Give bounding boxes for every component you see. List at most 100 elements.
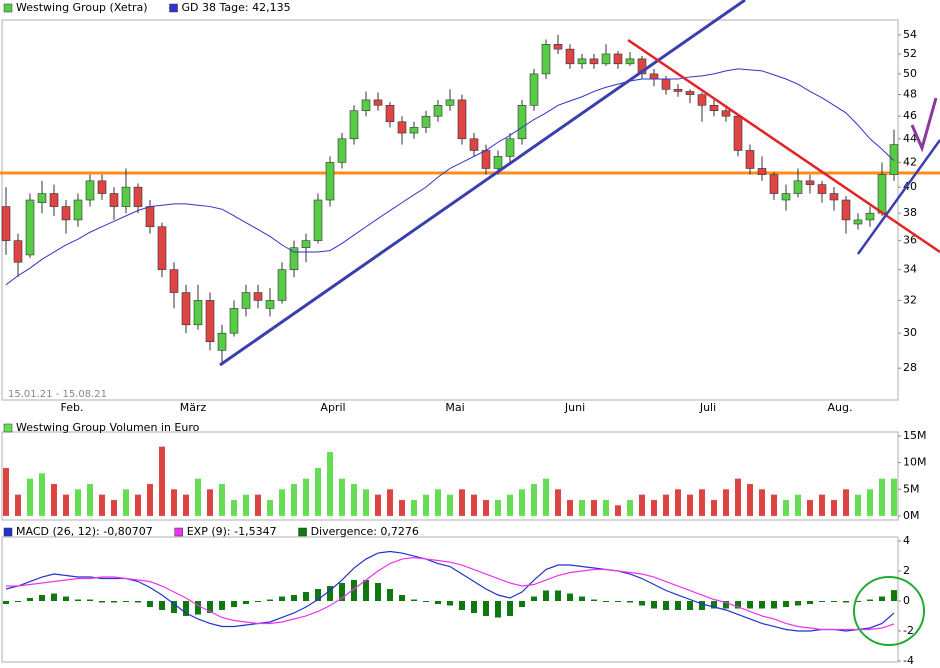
candle-body bbox=[13, 240, 23, 263]
candle-body bbox=[553, 44, 563, 50]
divergence-bar bbox=[639, 600, 645, 606]
candle-body bbox=[97, 180, 107, 194]
volume-bar bbox=[615, 505, 621, 516]
legend-label: Divergence: 0,7276 bbox=[311, 525, 419, 538]
volume-bar bbox=[735, 478, 741, 516]
volume-bar bbox=[639, 494, 645, 516]
candle-body bbox=[769, 174, 779, 194]
candle-body bbox=[313, 199, 323, 241]
candle-body bbox=[637, 58, 647, 75]
volume-bar bbox=[495, 499, 501, 516]
volume-bar bbox=[891, 478, 897, 516]
candle-body bbox=[577, 58, 587, 65]
y-tick-label: 52 bbox=[903, 47, 917, 60]
trend-line bbox=[856, 139, 940, 255]
divergence-bar bbox=[27, 598, 33, 601]
candle-body bbox=[625, 58, 635, 65]
indicator-line bbox=[5, 550, 895, 632]
candle-body bbox=[757, 168, 767, 175]
divergence-bar bbox=[867, 599, 873, 601]
volume-bar bbox=[159, 446, 165, 516]
divergence-bar bbox=[507, 600, 513, 616]
divergence-bar bbox=[699, 600, 705, 610]
divergence-bar bbox=[651, 600, 657, 609]
candle-body bbox=[481, 150, 491, 169]
divergence-bar bbox=[315, 589, 321, 601]
trend-line bbox=[627, 38, 940, 254]
divergence-bar bbox=[759, 600, 765, 609]
volume-bar bbox=[411, 499, 417, 516]
y-tick-label: 46 bbox=[903, 109, 917, 122]
divergence-bar bbox=[111, 600, 117, 603]
candle-body bbox=[817, 184, 827, 194]
volume-bar bbox=[135, 494, 141, 516]
divergence-bar bbox=[531, 596, 537, 601]
candle-body bbox=[229, 308, 239, 334]
divergence-bar bbox=[579, 596, 585, 601]
divergence-bar bbox=[771, 600, 777, 609]
volume-bar bbox=[51, 483, 57, 516]
y-tick-label: 54 bbox=[903, 28, 917, 41]
y-tick-label: 40 bbox=[903, 180, 917, 193]
divergence-bar bbox=[123, 600, 129, 602]
candle-body bbox=[37, 193, 47, 203]
candle-body bbox=[661, 78, 671, 90]
x-tick-label: Aug. bbox=[828, 401, 853, 414]
candle-body bbox=[265, 300, 275, 309]
x-tick-label: April bbox=[320, 401, 345, 414]
candle-body bbox=[373, 99, 383, 106]
divergence-bar bbox=[543, 590, 549, 601]
volume-bar bbox=[471, 494, 477, 516]
legend-swatch bbox=[3, 527, 13, 537]
volume-bar bbox=[447, 494, 453, 516]
candle-body bbox=[433, 104, 443, 117]
volume-bar bbox=[363, 489, 369, 516]
candle-body bbox=[73, 199, 83, 221]
volume-bar bbox=[531, 483, 537, 516]
divergence-bar bbox=[879, 596, 885, 601]
divergence-bar bbox=[555, 590, 561, 601]
x-tick-label: Mai bbox=[445, 401, 464, 414]
volume-bar bbox=[291, 483, 297, 516]
volume-bar bbox=[147, 483, 153, 516]
candle-body bbox=[685, 91, 695, 95]
candle-body bbox=[121, 186, 131, 207]
candle-body bbox=[589, 58, 599, 65]
volume-bar bbox=[723, 489, 729, 516]
divergence-bar bbox=[519, 600, 525, 607]
y-tick-label: 30 bbox=[903, 326, 917, 339]
volume-bar bbox=[111, 499, 117, 516]
indicator-line bbox=[6, 556, 895, 631]
date-range: 15.01.21 - 15.08.21 bbox=[8, 389, 107, 400]
volume-bar bbox=[843, 489, 849, 516]
divergence-bar bbox=[855, 600, 861, 602]
volume-panel bbox=[1, 431, 899, 521]
divergence-bar bbox=[459, 600, 465, 610]
legend-label: Westwing Group Volumen in Euro bbox=[16, 421, 200, 434]
volume-bar bbox=[675, 489, 681, 516]
x-tick-label: Feb. bbox=[61, 401, 84, 414]
volume-bar bbox=[807, 499, 813, 516]
annotations bbox=[219, 0, 940, 646]
volume-bar bbox=[219, 483, 225, 516]
candle-body bbox=[397, 121, 407, 134]
volume-bar bbox=[651, 499, 657, 516]
y-tick-label: 2 bbox=[903, 564, 910, 577]
candle-body bbox=[445, 99, 455, 106]
legend-swatch bbox=[174, 527, 183, 537]
volume-bar bbox=[3, 467, 9, 516]
volume-bar bbox=[879, 478, 885, 516]
divergence-bar bbox=[735, 600, 741, 609]
volume-bar bbox=[399, 499, 405, 516]
candle-body bbox=[469, 138, 479, 151]
candle-body bbox=[865, 212, 875, 221]
divergence-bar bbox=[351, 580, 357, 601]
candle-body bbox=[565, 48, 575, 65]
candle-body bbox=[337, 138, 347, 163]
divergence-bar bbox=[3, 600, 9, 604]
divergence-bar bbox=[627, 600, 633, 603]
volume-bar bbox=[663, 494, 669, 516]
legend-label: GD 38 Tage: 42,135 bbox=[182, 1, 291, 14]
macd-panel bbox=[1, 536, 899, 663]
